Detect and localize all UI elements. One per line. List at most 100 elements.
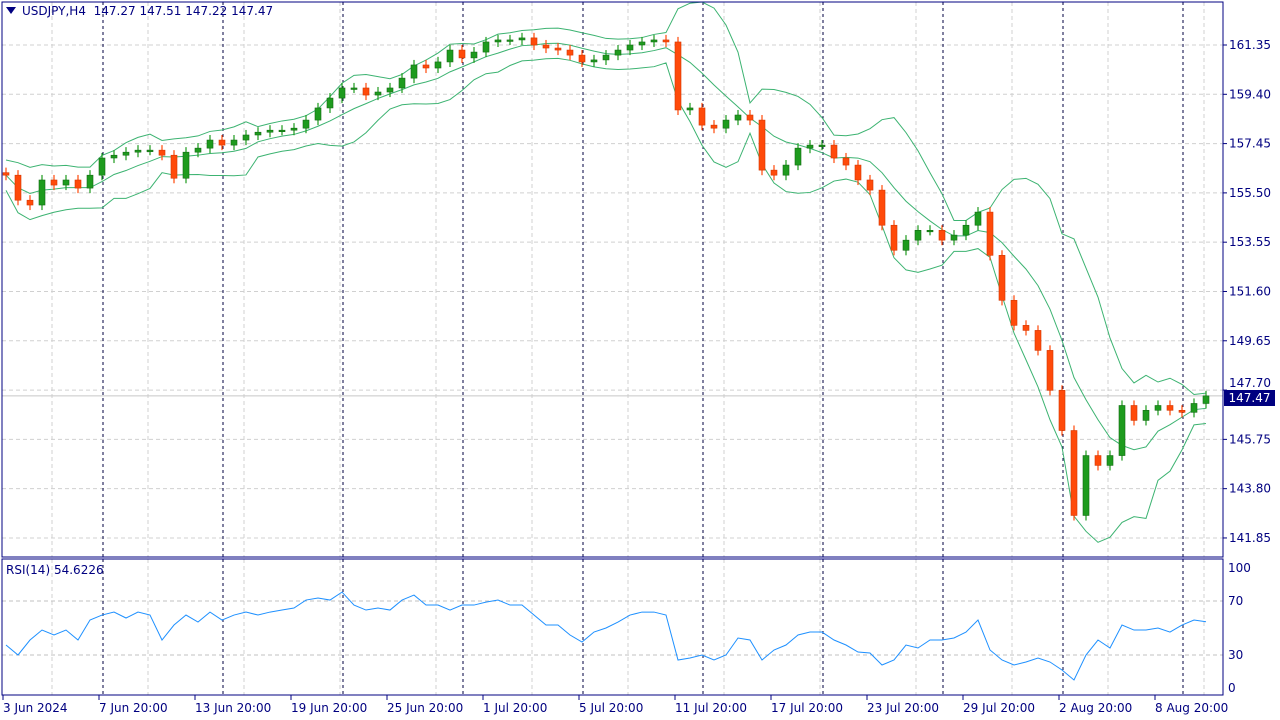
time-axis-label: 23 Jul 20:00 bbox=[867, 701, 939, 715]
candle bbox=[50, 174, 58, 191]
candle-body bbox=[554, 47, 562, 51]
time-axis-label: 17 Jul 20:00 bbox=[771, 701, 843, 715]
candle bbox=[302, 115, 310, 134]
candle bbox=[590, 54, 598, 67]
candle-body bbox=[494, 39, 502, 43]
candle bbox=[386, 82, 394, 98]
candle-body bbox=[350, 87, 358, 90]
candle-body bbox=[314, 107, 322, 121]
candle-body bbox=[902, 239, 910, 251]
time-axis-label: 1 Jul 20:00 bbox=[483, 701, 547, 715]
candle bbox=[1154, 400, 1162, 416]
price-axis-label: 159.40 bbox=[1229, 87, 1271, 101]
candle-body bbox=[50, 179, 58, 186]
candle-body bbox=[914, 230, 922, 241]
candle bbox=[446, 45, 454, 67]
candle-body bbox=[602, 54, 610, 61]
candle-body bbox=[962, 224, 970, 236]
candle-body bbox=[518, 37, 526, 41]
candle bbox=[1010, 295, 1018, 331]
candle bbox=[818, 140, 826, 151]
time-axis-label: 25 Jun 20:00 bbox=[387, 701, 463, 715]
candle-body bbox=[1058, 390, 1066, 431]
candle-body bbox=[926, 230, 934, 233]
candle bbox=[794, 143, 802, 171]
candle-body bbox=[74, 179, 82, 189]
candle-body bbox=[1106, 455, 1114, 466]
candle-body bbox=[254, 131, 262, 136]
candle-body bbox=[386, 87, 394, 93]
candle-body bbox=[470, 51, 478, 59]
candle bbox=[290, 123, 298, 136]
candle bbox=[938, 225, 946, 246]
candle bbox=[734, 109, 742, 126]
candle-body bbox=[590, 59, 598, 63]
candle bbox=[230, 134, 238, 151]
candle bbox=[122, 147, 130, 161]
candle-body bbox=[1022, 325, 1030, 331]
candle-body bbox=[1082, 455, 1090, 516]
bollinger-middle-band bbox=[5, 42, 1207, 451]
candle-body bbox=[1166, 405, 1174, 411]
candle bbox=[662, 34, 670, 48]
candle bbox=[542, 39, 550, 54]
candle bbox=[314, 102, 322, 126]
candle-body bbox=[878, 189, 886, 226]
candle-body bbox=[98, 157, 106, 176]
candle-body bbox=[686, 107, 694, 111]
time-axis-label: 8 Aug 20:00 bbox=[1155, 701, 1228, 715]
candle-body bbox=[110, 154, 118, 159]
candle bbox=[998, 250, 1006, 306]
candle-body bbox=[218, 139, 226, 146]
candle bbox=[674, 36, 682, 116]
low-value: 147.22 bbox=[185, 4, 228, 18]
candle-body bbox=[230, 139, 238, 146]
candle-body bbox=[1178, 409, 1186, 413]
candle bbox=[278, 125, 286, 136]
candle-body bbox=[278, 129, 286, 132]
candle bbox=[98, 152, 106, 181]
candle bbox=[878, 185, 886, 231]
candle-body bbox=[122, 151, 130, 156]
candle bbox=[506, 34, 514, 45]
candle bbox=[1118, 400, 1126, 461]
candle bbox=[950, 230, 958, 246]
candle bbox=[1094, 450, 1102, 471]
candle-body bbox=[1142, 409, 1150, 421]
price-axis-label: 149.65 bbox=[1229, 334, 1271, 348]
candle bbox=[1190, 398, 1198, 418]
candle-body bbox=[290, 127, 298, 131]
candle bbox=[146, 145, 154, 156]
candle-body bbox=[410, 64, 418, 79]
candle-body bbox=[62, 179, 70, 186]
candle-body bbox=[614, 49, 622, 56]
candle bbox=[470, 47, 478, 63]
candle-body bbox=[1034, 330, 1042, 351]
bollinger-lower-band bbox=[5, 57, 1207, 543]
candle-body bbox=[38, 179, 46, 206]
dropdown-triangle-icon[interactable] bbox=[6, 7, 16, 14]
candle bbox=[362, 82, 370, 101]
candle bbox=[434, 56, 442, 74]
price-axis-label: 155.50 bbox=[1229, 186, 1271, 200]
candle bbox=[422, 59, 430, 74]
candle bbox=[1166, 400, 1174, 416]
candle-body bbox=[710, 124, 718, 129]
candle bbox=[650, 34, 658, 48]
candle-body bbox=[158, 149, 166, 156]
candle bbox=[974, 207, 982, 231]
candle bbox=[62, 174, 70, 191]
candle-body bbox=[722, 119, 730, 129]
candle bbox=[758, 115, 766, 176]
price-axis-label: 157.45 bbox=[1229, 137, 1271, 151]
candle bbox=[926, 225, 934, 236]
time-axis-label: 7 Jun 20:00 bbox=[99, 701, 168, 715]
rsi-line bbox=[5, 591, 1207, 681]
candle bbox=[986, 207, 994, 261]
candle-body bbox=[986, 211, 994, 256]
candle-body bbox=[170, 154, 178, 179]
candle-body bbox=[398, 77, 406, 89]
candle bbox=[698, 102, 706, 131]
candle-body bbox=[266, 129, 274, 133]
